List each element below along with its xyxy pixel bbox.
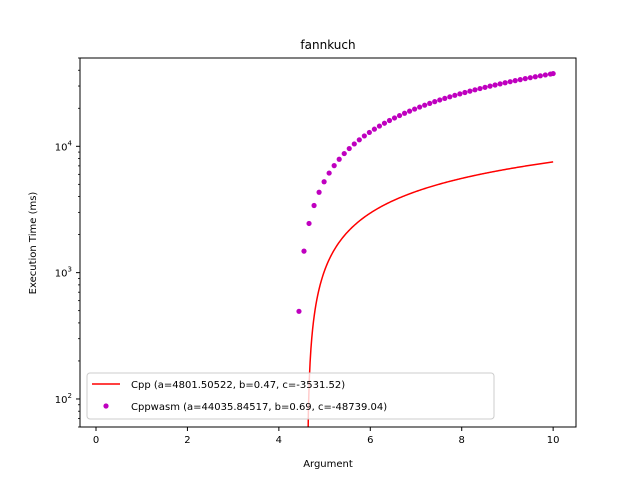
data-point bbox=[371, 126, 377, 132]
data-point bbox=[346, 145, 352, 152]
data-point bbox=[482, 84, 488, 90]
data-point bbox=[492, 82, 498, 88]
data-point bbox=[502, 80, 508, 86]
x-tick-label: 4 bbox=[276, 435, 282, 446]
x-tick-label: 6 bbox=[367, 435, 373, 446]
data-point bbox=[376, 123, 383, 129]
y-axis: 102 103 104 bbox=[55, 57, 80, 428]
data-point bbox=[432, 99, 438, 105]
data-point bbox=[427, 100, 433, 106]
data-point bbox=[381, 120, 388, 126]
x-tick-label: 8 bbox=[459, 435, 465, 446]
data-point bbox=[351, 141, 357, 147]
data-point bbox=[417, 104, 423, 110]
data-point bbox=[341, 150, 347, 157]
x-axis-label: Argument bbox=[303, 459, 353, 470]
data-point bbox=[497, 81, 503, 87]
data-point bbox=[301, 248, 307, 254]
data-point bbox=[527, 75, 533, 81]
data-point bbox=[522, 76, 528, 82]
data-point bbox=[477, 85, 483, 92]
data-point bbox=[487, 83, 493, 89]
x-tick-label: 10 bbox=[547, 435, 560, 446]
data-point bbox=[401, 110, 408, 116]
plot-frame bbox=[79, 57, 577, 428]
data-point bbox=[447, 94, 453, 100]
data-point bbox=[472, 87, 478, 93]
legend-label: Cppwasm (a=44035.84517, b=0.69, c=-48739… bbox=[131, 402, 387, 413]
data-point bbox=[532, 74, 538, 80]
data-point bbox=[537, 73, 543, 79]
x-tick-label: 0 bbox=[93, 435, 99, 446]
series-line-0 bbox=[307, 161, 554, 427]
x-axis: 0 2 4 6 8 10 bbox=[93, 427, 560, 446]
legend-box bbox=[86, 372, 495, 420]
data-point bbox=[462, 89, 468, 96]
data-point bbox=[550, 70, 556, 77]
data-point bbox=[512, 78, 518, 84]
data-point bbox=[507, 79, 513, 85]
data-point bbox=[316, 189, 322, 195]
data-point bbox=[356, 137, 362, 143]
data-point bbox=[361, 133, 367, 139]
data-point bbox=[296, 308, 302, 314]
y-tick-label: 102 bbox=[55, 392, 72, 406]
data-point bbox=[306, 220, 312, 227]
legend: Cpp (a=4801.50522, b=0.47, c=-3531.52) Cp… bbox=[86, 372, 495, 420]
data-point bbox=[366, 129, 372, 136]
x-tick-label: 2 bbox=[184, 435, 190, 446]
data-point bbox=[422, 102, 428, 108]
legend-swatch-marker bbox=[103, 403, 109, 409]
data-point bbox=[542, 72, 548, 78]
data-point bbox=[311, 202, 317, 209]
data-point bbox=[452, 92, 458, 98]
series-layer bbox=[296, 70, 556, 427]
data-point bbox=[467, 88, 473, 94]
y-axis-label: Execution Time (ms) bbox=[28, 192, 39, 295]
plot-area bbox=[79, 57, 577, 428]
data-point bbox=[321, 179, 327, 185]
data-point bbox=[386, 117, 393, 124]
data-point bbox=[412, 106, 418, 112]
data-point bbox=[336, 156, 342, 162]
y-tick-label: 104 bbox=[55, 139, 73, 153]
chart-title: fannkuch bbox=[300, 38, 355, 52]
legend-label: Cpp (a=4801.50522, b=0.47, c=-3531.52) bbox=[131, 380, 345, 391]
data-point bbox=[396, 112, 403, 119]
data-point bbox=[517, 77, 523, 83]
data-point bbox=[407, 108, 413, 114]
data-point bbox=[326, 170, 332, 176]
data-point bbox=[391, 115, 398, 121]
y-tick-label: 103 bbox=[55, 266, 72, 280]
data-point bbox=[442, 95, 448, 101]
data-point bbox=[331, 163, 337, 169]
data-point bbox=[437, 97, 443, 103]
data-point bbox=[457, 91, 463, 97]
